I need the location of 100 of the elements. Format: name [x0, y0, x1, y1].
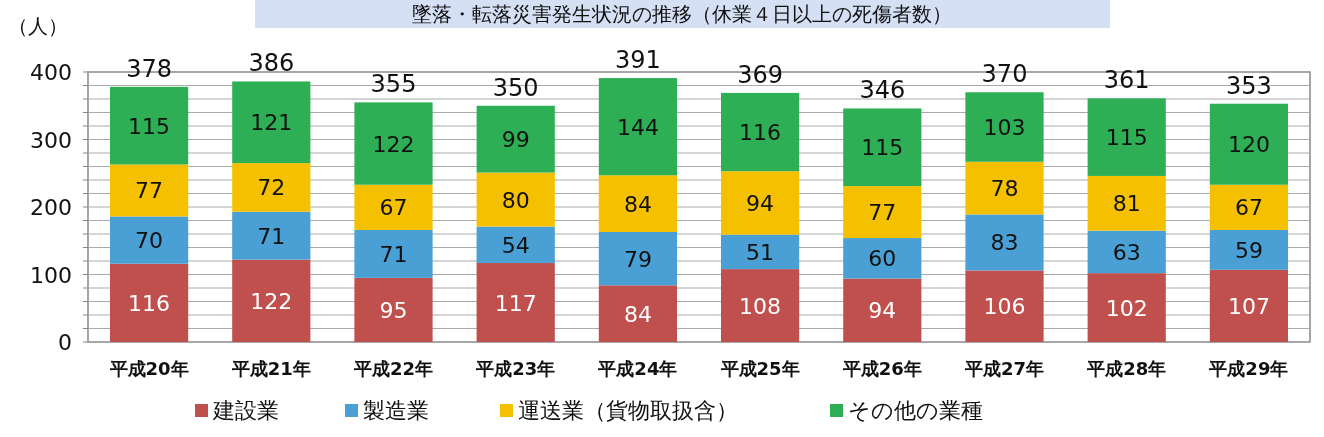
- bar: [965, 214, 1044, 271]
- bar: [598, 175, 677, 232]
- data-label: 102: [1105, 295, 1148, 321]
- bar: [232, 259, 311, 342]
- data-label: 71: [257, 223, 286, 249]
- y-axis-title: （人）: [8, 14, 68, 38]
- bar: [1087, 230, 1166, 274]
- data-label: 84: [623, 191, 652, 217]
- bar: [476, 105, 555, 173]
- data-label: 103: [983, 115, 1026, 141]
- bar: [1087, 273, 1166, 342]
- bar: [965, 270, 1044, 342]
- bar: [1209, 269, 1289, 342]
- bar: [110, 86, 189, 165]
- bar: [476, 263, 555, 342]
- bar: [354, 102, 433, 185]
- bar: [110, 263, 189, 342]
- bar: [843, 278, 922, 342]
- x-tick-label: 平成28年: [1086, 358, 1167, 379]
- bar: [354, 184, 433, 230]
- data-label: 116: [128, 290, 171, 316]
- data-label: 77: [135, 178, 164, 204]
- total-label: 355: [370, 70, 417, 99]
- bar: [843, 238, 922, 279]
- bar: [843, 186, 922, 239]
- data-label: 108: [739, 293, 782, 319]
- legend-label: 製造業: [363, 398, 429, 423]
- data-label: 70: [135, 228, 164, 254]
- x-tick-label: 平成25年: [719, 358, 800, 379]
- data-label: 79: [623, 246, 652, 272]
- data-label: 120: [1227, 132, 1270, 158]
- bar: [843, 108, 922, 187]
- data-label: 54: [501, 232, 530, 258]
- total-label: 353: [1225, 71, 1272, 100]
- chart-title: 墜落・転落災害発生状況の推移（休業４日以上の死傷者数）: [412, 2, 952, 26]
- data-label: 81: [1112, 191, 1141, 217]
- bar: [110, 216, 189, 264]
- data-label: 122: [250, 288, 293, 314]
- data-label: 78: [990, 176, 1019, 202]
- x-tick-label: 平成29年: [1208, 358, 1289, 379]
- data-label: 106: [983, 294, 1026, 320]
- data-label: 83: [990, 230, 1019, 256]
- bar: [598, 231, 677, 286]
- data-label: 115: [128, 113, 171, 139]
- data-label: 99: [501, 127, 530, 153]
- bar: [965, 161, 1044, 215]
- y-tick-label: 300: [30, 127, 72, 153]
- data-label: 94: [868, 298, 897, 324]
- total-label: 370: [981, 60, 1028, 89]
- bar: [354, 277, 433, 342]
- data-label: 121: [250, 110, 293, 136]
- x-tick-label: 平成24年: [597, 358, 678, 379]
- data-label: 116: [739, 120, 782, 146]
- y-tick-label: 200: [30, 195, 72, 220]
- data-label: 67: [379, 195, 408, 221]
- x-tick-label: 平成26年: [841, 358, 922, 379]
- data-label: 94: [746, 190, 775, 216]
- y-tick-label: 0: [58, 330, 72, 355]
- total-label: 378: [126, 54, 173, 83]
- x-tick-label: 平成27年: [963, 358, 1045, 379]
- data-label: 51: [746, 239, 775, 265]
- x-tick-label: 平成20年: [108, 358, 189, 379]
- y-tick-label: 100: [30, 262, 72, 288]
- bar: [598, 78, 677, 176]
- legend-label: 運送業（貨物取扱含）: [518, 398, 738, 423]
- bar: [721, 234, 800, 270]
- bar: [1209, 184, 1289, 230]
- data-label: 80: [501, 187, 530, 213]
- x-tick-label: 平成22年: [352, 358, 434, 379]
- bar: [232, 211, 311, 260]
- bar: [1087, 175, 1166, 231]
- data-label: 72: [257, 175, 286, 201]
- data-label: 84: [623, 301, 652, 327]
- data-label: 144: [616, 114, 659, 140]
- total-label: 350: [492, 73, 539, 102]
- data-label: 115: [861, 135, 904, 161]
- data-label: 60: [868, 246, 897, 272]
- total-label: 361: [1103, 66, 1150, 95]
- data-label: 95: [379, 297, 408, 323]
- legend-label: 建設業: [212, 398, 279, 423]
- total-label: 369: [737, 60, 784, 89]
- bar: [110, 164, 189, 217]
- data-label: 67: [1234, 195, 1263, 221]
- total-label: 391: [614, 46, 661, 75]
- bar: [721, 92, 800, 172]
- bar: [1209, 229, 1289, 270]
- total-label: 386: [248, 49, 295, 78]
- data-label: 115: [1105, 125, 1148, 151]
- bar: [598, 285, 677, 342]
- bar: [721, 171, 800, 235]
- data-label: 59: [1234, 237, 1263, 263]
- bar: [1209, 103, 1289, 185]
- data-label: 77: [868, 200, 897, 226]
- bar: [1087, 98, 1166, 176]
- total-label: 346: [859, 76, 906, 105]
- bar: [721, 269, 800, 342]
- x-tick-label: 平成21年: [230, 358, 311, 379]
- data-label: 71: [379, 241, 408, 267]
- x-tick-label: 平成23年: [475, 358, 556, 379]
- data-label: 122: [372, 131, 415, 157]
